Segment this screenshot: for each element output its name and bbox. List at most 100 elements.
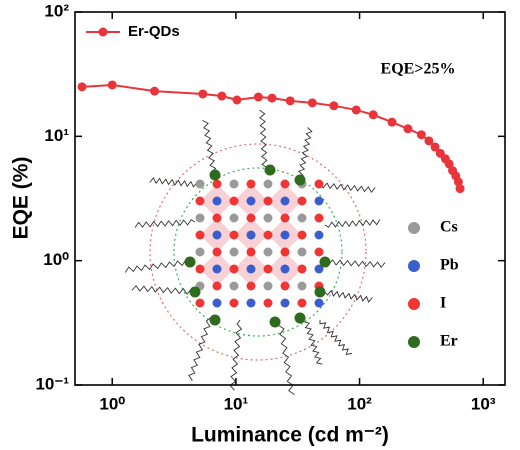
ligand <box>188 317 211 382</box>
ligand <box>319 319 352 356</box>
inset-legend-label: Er <box>440 333 458 350</box>
legend-label: Er-QDs <box>128 23 180 40</box>
inset-illustration: Cs Pb I Er <box>124 109 459 395</box>
atom <box>195 179 205 189</box>
atom <box>212 230 222 240</box>
data-point <box>232 95 242 105</box>
ligand <box>277 319 295 395</box>
atom <box>195 196 205 206</box>
atom <box>212 264 222 274</box>
data-point <box>403 124 413 134</box>
atom <box>263 179 273 189</box>
x-axis-title: Luminance (cd m⁻²) <box>191 424 389 447</box>
atom <box>246 196 256 206</box>
atom <box>280 298 290 308</box>
atom <box>280 213 290 223</box>
atom <box>246 213 256 223</box>
atom <box>189 286 201 298</box>
ligand <box>324 289 373 303</box>
atom <box>229 264 239 274</box>
atom <box>314 264 324 274</box>
plot-frame <box>74 11 506 386</box>
inset-ring <box>149 143 367 361</box>
atom <box>246 281 256 291</box>
atom <box>280 230 290 240</box>
data-point <box>329 101 339 111</box>
data-point <box>455 184 465 194</box>
atom <box>280 247 290 257</box>
ligand <box>324 259 386 269</box>
annotation: EQE>25% <box>381 61 456 78</box>
atom <box>209 169 221 181</box>
inset-legend-marker <box>408 260 420 272</box>
data-point <box>416 130 426 140</box>
atom <box>263 213 273 223</box>
y-tick-label: 10² <box>44 1 69 20</box>
atom <box>195 264 205 274</box>
data-point <box>424 136 434 146</box>
ligand <box>259 109 268 173</box>
atom <box>263 298 273 308</box>
atom <box>280 264 290 274</box>
atom <box>297 213 307 223</box>
atom <box>212 213 222 223</box>
y-tick-label: 10⁻¹ <box>35 374 69 393</box>
atom <box>314 230 324 240</box>
data-point <box>150 86 160 96</box>
inset-legend-marker <box>408 298 420 310</box>
data-point <box>198 89 208 99</box>
data-point <box>307 98 317 108</box>
atom <box>229 281 239 291</box>
atom <box>246 247 256 257</box>
atom <box>229 179 239 189</box>
atom <box>280 281 290 291</box>
data-point <box>267 93 277 103</box>
data-point <box>253 92 263 102</box>
data-point <box>285 96 295 106</box>
data-point <box>351 105 361 115</box>
atom <box>314 298 324 308</box>
ligand <box>302 317 323 365</box>
atom <box>229 230 239 240</box>
atom <box>280 196 290 206</box>
atom <box>319 256 331 268</box>
y-tick-label: 10⁰ <box>43 250 69 269</box>
x-tick-label: 10² <box>347 394 372 413</box>
data-point <box>368 110 378 120</box>
atom <box>263 281 273 291</box>
atom <box>264 164 276 176</box>
ligand <box>149 176 201 188</box>
atom <box>209 314 221 326</box>
data-point <box>77 82 87 92</box>
atom <box>212 281 222 291</box>
ligand <box>319 182 376 193</box>
atom <box>314 247 324 257</box>
atom <box>195 213 205 223</box>
atom <box>297 230 307 240</box>
atom <box>229 247 239 257</box>
data-point <box>444 159 454 169</box>
atom <box>212 298 222 308</box>
ligand <box>324 219 381 228</box>
atom <box>297 281 307 291</box>
x-tick-label: 10¹ <box>224 394 249 413</box>
atom <box>229 196 239 206</box>
atom <box>246 264 256 274</box>
atom <box>297 264 307 274</box>
atom <box>195 247 205 257</box>
atom <box>229 213 239 223</box>
data-point <box>107 80 117 90</box>
atom <box>195 298 205 308</box>
atom <box>269 316 281 328</box>
inset-legend-label: Pb <box>440 257 459 274</box>
atom <box>294 174 306 186</box>
atom <box>212 196 222 206</box>
ligand <box>229 319 243 391</box>
ligand <box>131 285 196 295</box>
y-tick-label: 10¹ <box>44 126 69 145</box>
data-point <box>430 142 440 152</box>
data-point <box>217 91 227 101</box>
atom <box>195 230 205 240</box>
atom <box>212 247 222 257</box>
atom <box>297 247 307 257</box>
